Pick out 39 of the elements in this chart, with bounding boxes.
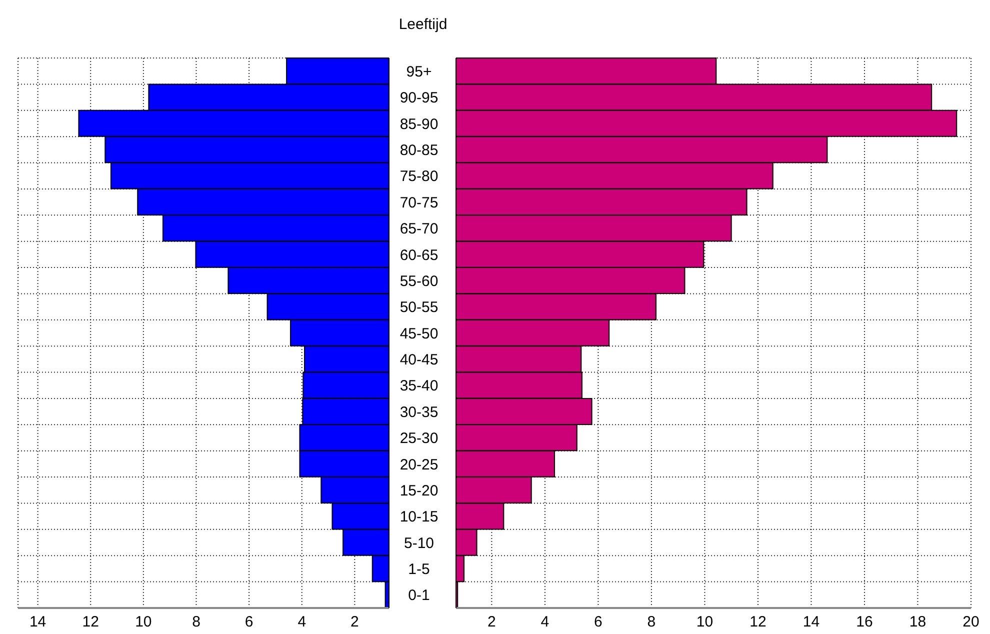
y-tick-label: 1-5 bbox=[408, 561, 430, 578]
x-tick-label: 14 bbox=[29, 614, 46, 631]
x-tick-label: 8 bbox=[647, 614, 656, 631]
y-tick-label: 10-15 bbox=[400, 508, 438, 526]
y-tick-label: 20-25 bbox=[400, 456, 438, 474]
y-tick-label: 35-40 bbox=[400, 378, 438, 395]
y-tick-label: 70-75 bbox=[400, 194, 438, 212]
x-tick-label: 10 bbox=[696, 614, 714, 631]
x-tick-label: 6 bbox=[244, 614, 254, 631]
x-tick-label: 8 bbox=[192, 614, 200, 631]
y-tick-label: 0-1 bbox=[408, 587, 430, 604]
y-tick-label: 50-55 bbox=[400, 299, 438, 316]
x-tick-label: 20 bbox=[962, 614, 980, 631]
x-tick-label: 6 bbox=[594, 614, 602, 631]
y-tick-label: 90-95 bbox=[400, 90, 438, 107]
y-tick-label: 80-85 bbox=[400, 142, 438, 159]
y-tick-label: 65-70 bbox=[400, 220, 438, 238]
y-tick-label: 30-35 bbox=[400, 404, 438, 421]
x-tick-label: 10 bbox=[135, 614, 152, 631]
x-tick-label: 16 bbox=[856, 614, 873, 631]
x-tick-label: 2 bbox=[488, 614, 496, 631]
x-tick-label: 4 bbox=[540, 614, 550, 631]
x-tick-label: 4 bbox=[298, 614, 306, 631]
y-tick-label: 95+ bbox=[406, 63, 432, 80]
y-tick-label: 55-60 bbox=[400, 272, 438, 290]
y-tick-label: 85-90 bbox=[400, 116, 438, 133]
x-tick-label: 12 bbox=[750, 614, 766, 631]
x-tick-label: 12 bbox=[82, 614, 99, 631]
y-tick-label: 75-80 bbox=[400, 168, 438, 186]
x-tick-label: 18 bbox=[909, 614, 926, 631]
y-tick-label: 40-45 bbox=[400, 352, 438, 369]
y-tick-label: 15-20 bbox=[400, 482, 438, 500]
y-tick-label: 60-65 bbox=[400, 246, 438, 264]
y-tick-label: 5-10 bbox=[404, 534, 434, 552]
x-tick-label: 2 bbox=[350, 614, 359, 631]
y-axis-title: Leeftijd bbox=[398, 16, 448, 33]
x-tick-label: 14 bbox=[802, 614, 820, 631]
y-tick-label: 25-30 bbox=[400, 430, 438, 448]
y-tick-label: 45-50 bbox=[400, 325, 438, 342]
